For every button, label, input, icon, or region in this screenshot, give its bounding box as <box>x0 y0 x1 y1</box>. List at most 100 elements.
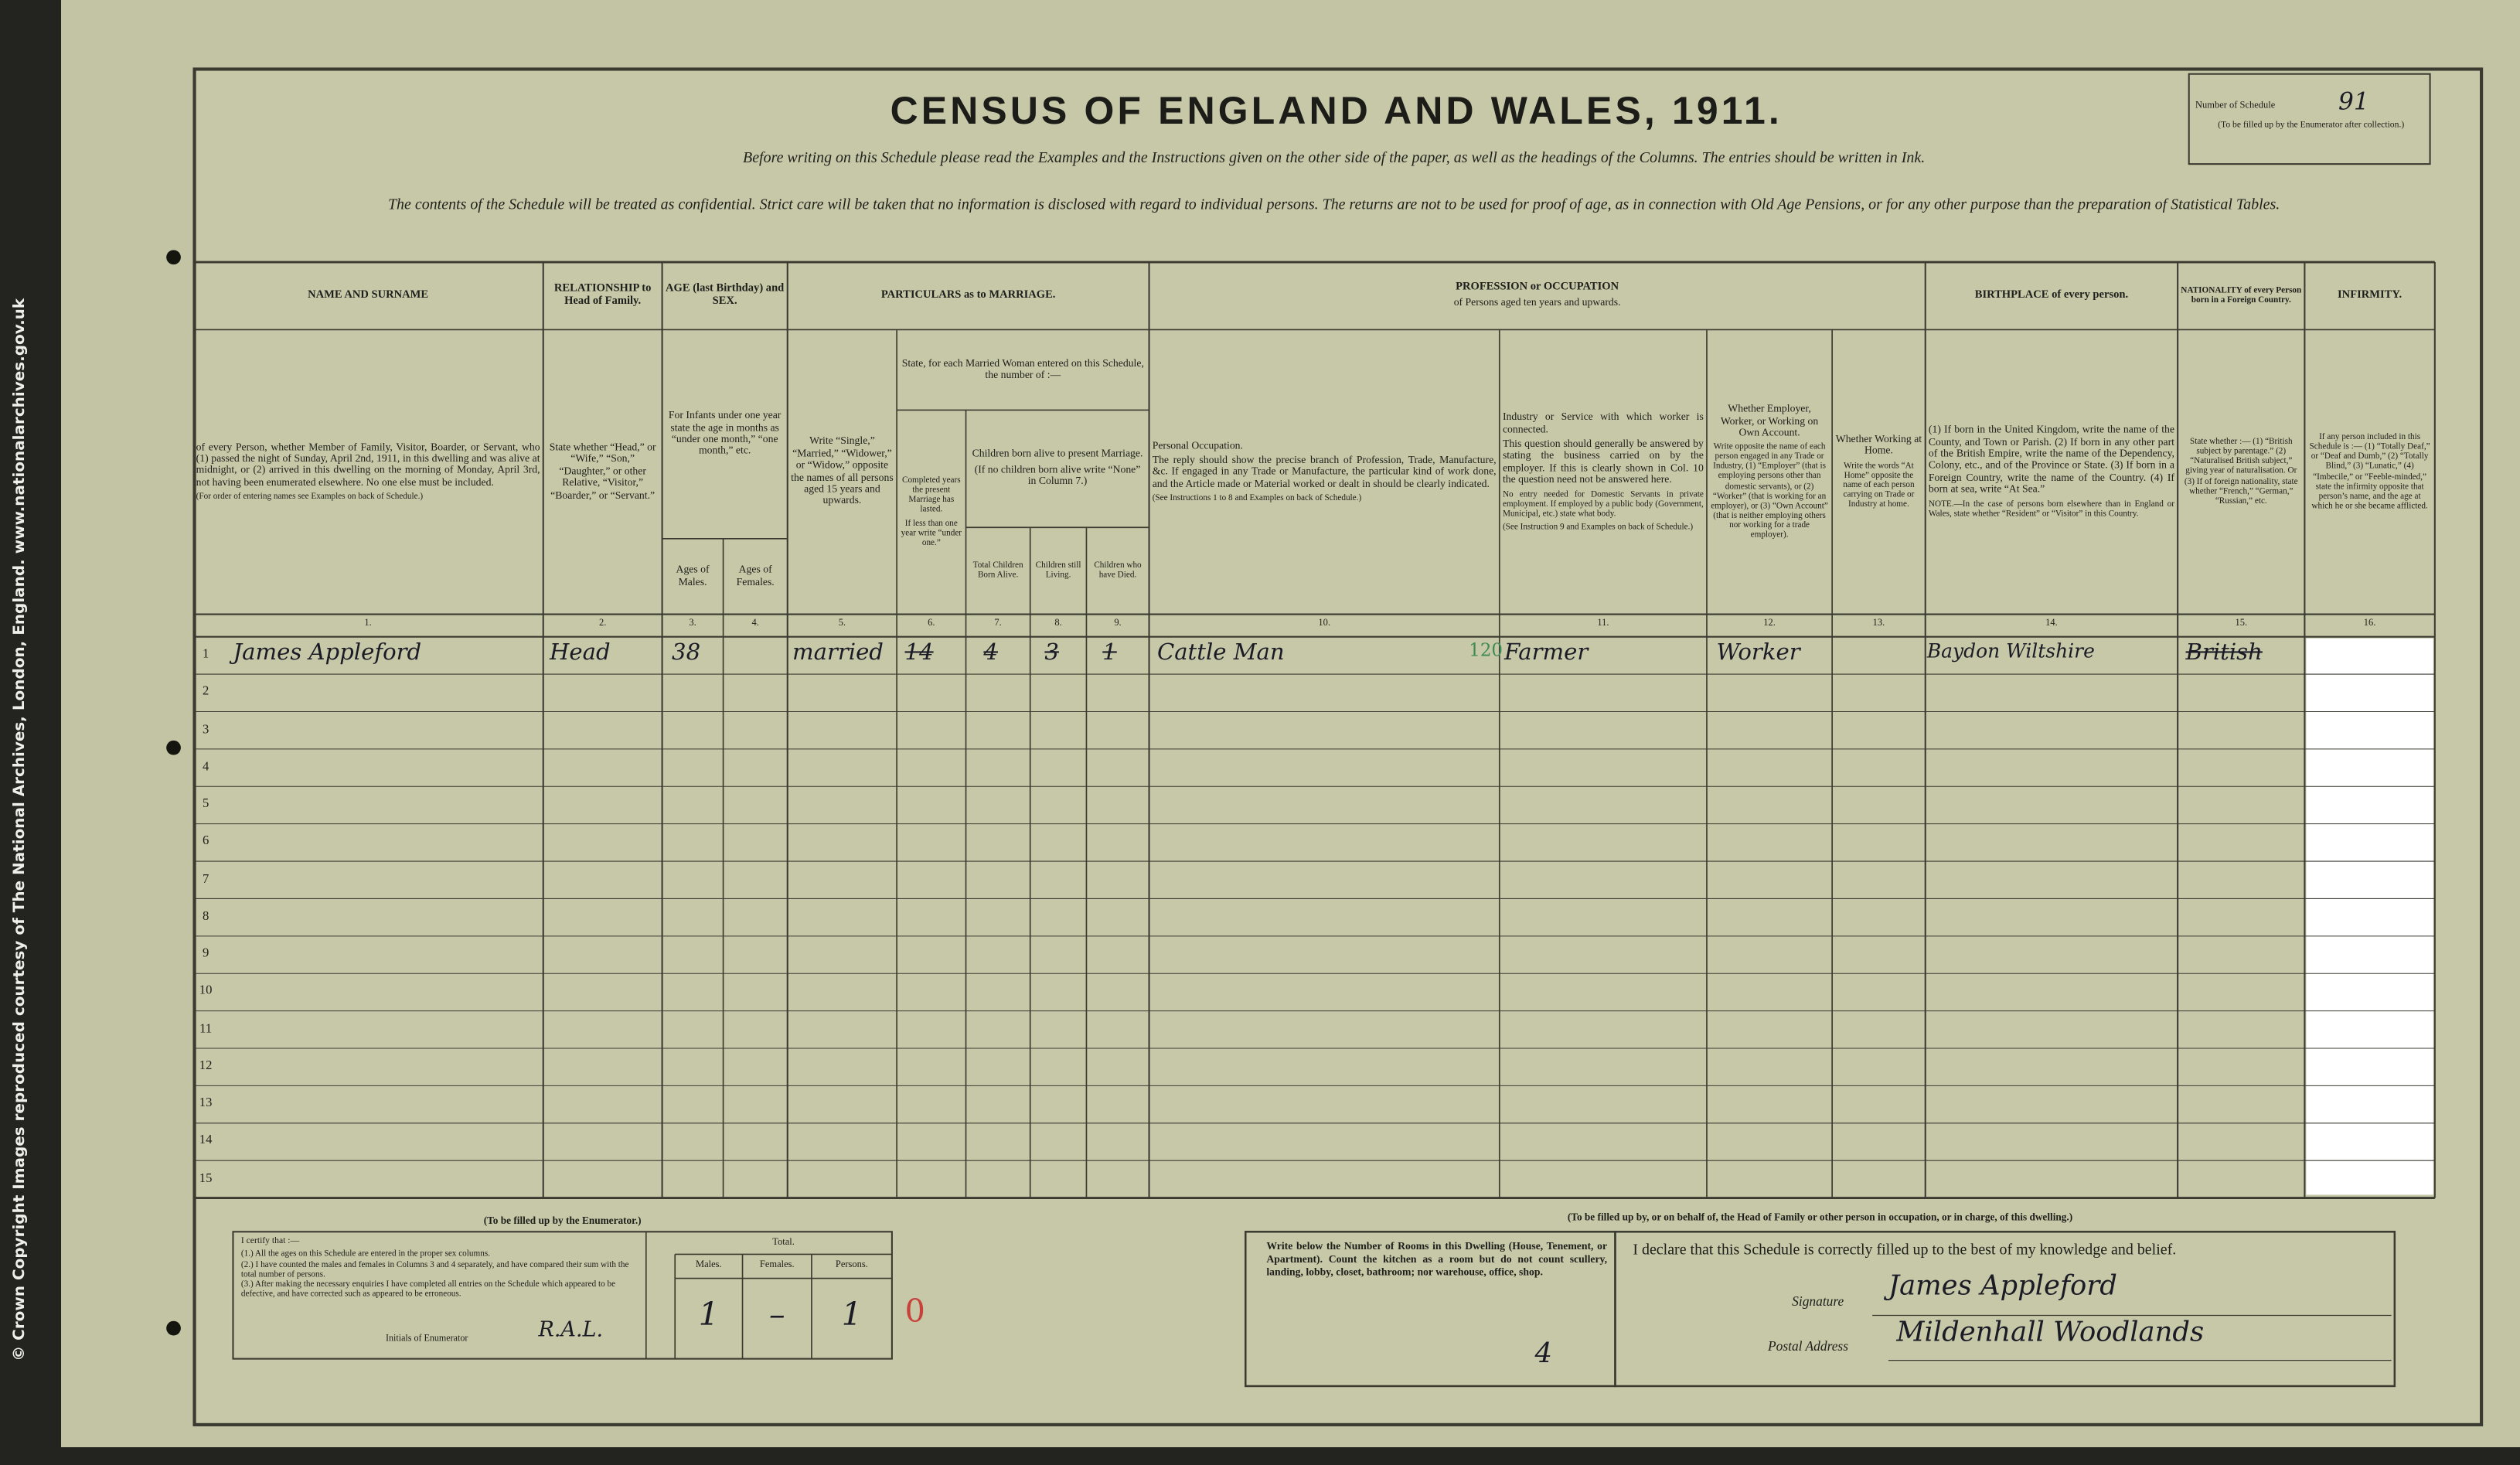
column-header: Children who have Died. <box>1086 527 1149 614</box>
group-header: NAME AND SURNAME <box>192 262 543 329</box>
title: CENSUS OF ENGLAND AND WALES, 1911. <box>890 90 1783 134</box>
column-number: 13. <box>1872 618 1885 629</box>
row-number: 8 <box>202 908 209 923</box>
statement: (3.) After making the necessary enquirie… <box>240 1279 616 1300</box>
column-number: 2. <box>598 618 607 629</box>
column-heading: Whether Employer, Worker, or Working on … <box>1720 404 1819 439</box>
entry-relationship: Head <box>550 639 611 666</box>
group-label: INFIRMITY. <box>2338 288 2403 302</box>
column-header: Total Children Born Alive. <box>966 527 1030 614</box>
punch-hole <box>166 250 181 265</box>
row-number: 13 <box>199 1095 213 1110</box>
column-small: No entry needed for Domestic Servants in… <box>1502 489 1704 520</box>
column-number: 10. <box>1318 618 1330 629</box>
rooms-instruction: Write below the Number of Rooms in this … <box>1266 1241 1608 1279</box>
declaration-box <box>1614 1231 2396 1388</box>
signature: James Appleford <box>1888 1270 2117 1303</box>
total-label: Total. <box>772 1238 795 1249</box>
section-heading: (To be filled up by the Enumerator.) <box>483 1215 642 1228</box>
column-number: 11. <box>1597 618 1609 629</box>
row-number: 5 <box>202 796 209 811</box>
column-header: Ages of Males. <box>662 539 724 615</box>
column-number: 4. <box>751 618 759 629</box>
group-header: State, for each Married Woman entered on… <box>897 329 1149 410</box>
column-note: NOTE.—In the case of persons born elsewh… <box>1928 499 2174 520</box>
column-number: 15. <box>2235 618 2248 629</box>
entry-children-living: 3 <box>1044 639 1059 666</box>
column-header: of every Person, whether Member of Famil… <box>192 329 543 614</box>
females: – <box>768 1294 785 1334</box>
section-heading: (To be filled up by, or on behalf of, th… <box>1567 1212 2073 1224</box>
entry-birthplace: Baydon Wiltshire <box>1926 639 2095 663</box>
group-label: AGE (last Birthday) and SEX. <box>666 281 785 308</box>
row-number: 6 <box>202 833 209 848</box>
row-number: 2 <box>202 683 209 699</box>
column-text: (1) If born in the United Kingdom, write… <box>1928 424 2174 496</box>
certify: I certify that :— <box>240 1236 300 1246</box>
group-header: BIRTHPLACE of every person. <box>1926 262 2178 329</box>
punch-hole <box>166 1320 181 1336</box>
row-number: 1 <box>202 646 209 661</box>
address: Mildenhall Woodlands <box>1896 1317 2205 1350</box>
column-header: Whether Employer, Worker, or Working on … <box>1707 329 1832 614</box>
column-number: 5. <box>838 618 846 629</box>
column-header: Write “Single,” “Married,” “Widower,” or… <box>788 329 897 614</box>
column-header: If any person included in this Schedule … <box>2304 329 2434 614</box>
column-text: Total Children Born Alive. <box>972 560 1023 581</box>
males-label: Males. <box>696 1260 722 1271</box>
schedule-note: (To be filled up by the Enumerator after… <box>2218 121 2405 131</box>
column-header: Personal Occupation. The reply should sho… <box>1149 329 1500 614</box>
declaration: I declare that this Schedule is correctl… <box>1633 1241 2177 1259</box>
group-header: PARTICULARS as to MARRIAGE. <box>788 262 1149 329</box>
group-label: PROFESSION or OCCUPATION <box>1456 280 1619 294</box>
group-header: INFIRMITY. <box>2304 262 2434 329</box>
column-header: Children still Living. <box>1030 527 1087 614</box>
rooms: 4 <box>1534 1337 1553 1371</box>
row-number: 9 <box>202 945 209 961</box>
group-label: BIRTHPLACE of every person. <box>1974 288 2129 302</box>
column-number: 14. <box>2045 618 2058 629</box>
column-header: (1) If born in the United Kingdom, write… <box>1926 329 2178 614</box>
column-text: Children who have Died. <box>1094 560 1142 581</box>
row-number: 3 <box>202 721 209 736</box>
persons: 1 <box>841 1294 863 1334</box>
entry-industry: Farmer <box>1504 639 1589 666</box>
entry-nationality: British <box>2185 639 2263 666</box>
column-header: Ages of Females. <box>724 539 788 615</box>
entry-name: James Appleford <box>233 639 422 666</box>
column-note: (See Instruction 9 and Examples on back … <box>1502 522 1694 532</box>
row-number: 12 <box>199 1058 213 1073</box>
entry-personal-occupation: Cattle Man <box>1156 639 1285 666</box>
column-number: 16. <box>2363 618 2376 629</box>
column-text: Write “Single,” “Married,” “Widower,” or… <box>791 436 894 507</box>
row-number: 10 <box>199 983 213 998</box>
entry-years-married: 14 <box>904 639 934 666</box>
column-text: of every Person, whether Member of Famil… <box>196 441 540 489</box>
column-text: Completed years the present Marriage has… <box>901 476 961 516</box>
males: 1 <box>698 1294 720 1334</box>
column-text: If any person included in this Schedule … <box>2309 433 2430 511</box>
row-number: 14 <box>199 1133 213 1147</box>
form-frame <box>192 67 2484 1426</box>
column-text: Ages of Males. <box>676 564 710 588</box>
group-label: State, for each Married Woman entered on… <box>901 358 1144 381</box>
column-text: State whether “Head,” or “Wife,” “Son,” … <box>549 442 656 502</box>
enumerator-box <box>232 1231 893 1360</box>
row-number: 7 <box>202 870 209 886</box>
instruction: The contents of the Schedule will be tre… <box>387 196 2280 214</box>
group-label: NAME AND SURNAME <box>308 288 429 302</box>
statement: (2.) I have counted the males and female… <box>240 1260 629 1281</box>
group-sub: of Persons aged ten years and upwards. <box>1453 298 1621 309</box>
column-number: 1. <box>364 618 372 629</box>
instruction: Before writing on this Schedule please r… <box>743 149 1926 168</box>
initials-label: Initials of Enumerator <box>385 1334 468 1344</box>
group-header: RELATIONSHIP to Head of Family. <box>543 262 662 329</box>
entry-marital-condition: married <box>792 639 884 666</box>
persons-label: Persons. <box>835 1260 868 1271</box>
group-label: Children born alive to present Marriage. <box>972 449 1143 461</box>
column-heading: Personal Occupation. <box>1152 440 1243 451</box>
redaction <box>2306 638 2433 1195</box>
schedule-label: Number of Schedule <box>2195 101 2276 111</box>
column-header: State whether :— (1) “British subject by… <box>2178 329 2304 614</box>
